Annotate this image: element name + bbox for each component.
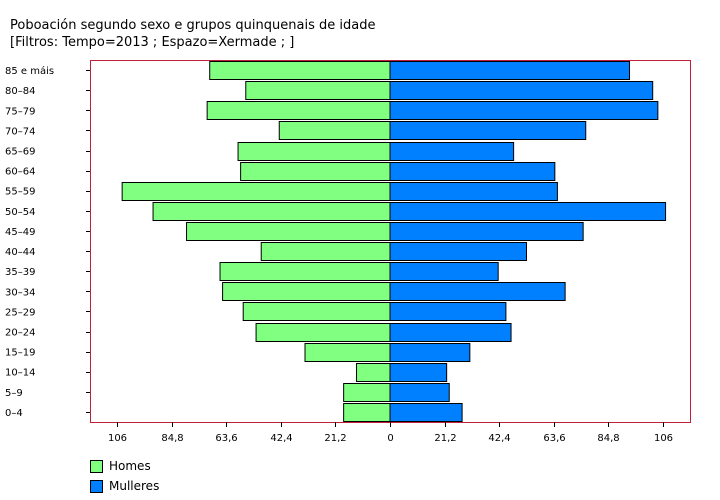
y-tick-label: 25–29 [5,307,35,318]
x-tick-label: 63,6 [543,433,565,444]
bar-homes [304,343,391,362]
bar-mulleres [389,383,450,402]
y-tick-label: 55–59 [5,187,35,198]
chart-subtitle: [Filtros: Tempo=2013 ; Espazo=Xermade ; … [10,35,295,50]
bar-homes [237,142,391,161]
legend-swatch-mulleres [90,479,103,493]
bar-mulleres [389,323,512,342]
y-tick-label: 40–44 [5,247,35,258]
x-tick-label: 106 [108,433,127,444]
bar-homes [222,282,391,301]
legend-label-mulleres: Mulleres [109,479,160,493]
y-tick-label: 60–64 [5,167,35,178]
legend-item-mulleres: Mulleres [90,478,159,494]
legend-label-homes: Homes [109,459,151,473]
bar-homes [245,81,391,100]
bar-homes [240,162,391,181]
y-tick-label: 20–24 [5,328,35,339]
legend-item-homes: Homes [90,458,159,474]
bar-homes [260,242,391,261]
bar-homes [209,61,391,80]
bar-homes [206,101,391,120]
y-tick-label: 30–34 [5,287,35,298]
bar-mulleres [389,142,515,161]
bar-homes [219,262,391,281]
bar-mulleres [389,202,667,221]
bar-homes [278,121,391,140]
x-tick-label: 42,4 [488,433,510,444]
bar-mulleres [389,81,654,100]
bar-homes [343,403,391,422]
y-tick-label: 15–19 [5,348,35,359]
bar-mulleres [389,121,587,140]
y-tick-label: 0–4 [5,408,23,419]
bar-mulleres [389,222,584,241]
y-tick-label: 10–14 [5,368,35,379]
y-tick-label: 45–49 [5,227,35,238]
x-tick-label: 42,4 [270,433,292,444]
bar-mulleres [389,363,448,382]
y-tick-label: 75–79 [5,106,35,117]
bar-homes [255,323,391,342]
bar-mulleres [389,302,507,321]
bar-mulleres [389,262,499,281]
x-tick-label: 84,8 [161,433,183,444]
y-tick-label: 85 e máis [5,65,54,77]
bar-mulleres [389,343,471,362]
chart-title: Poboación segundo sexo e grupos quinquen… [10,18,376,33]
bar-mulleres [389,403,463,422]
bar-mulleres [389,242,527,261]
y-tick-label: 35–39 [5,267,35,278]
chart-legend: Homes Mulleres [90,458,159,498]
bar-mulleres [389,101,659,120]
y-tick-label: 70–74 [5,126,35,137]
y-tick-label: 5–9 [5,388,23,399]
bar-mulleres [389,182,558,201]
x-tick-label: 106 [654,433,673,444]
legend-swatch-homes [90,459,103,473]
bar-homes [186,222,391,241]
bar-homes [242,302,391,321]
bar-mulleres [389,282,566,301]
bar-mulleres [389,162,556,181]
x-tick-label: 84,8 [597,433,619,444]
bar-homes [152,202,391,221]
bar-homes [343,383,391,402]
bar-homes [121,182,391,201]
y-tick-label: 80–84 [5,86,35,97]
x-tick-label: 0 [387,433,393,444]
y-tick-label: 50–54 [5,207,35,218]
x-tick-label: 21,2 [434,433,456,444]
bar-homes [356,363,391,382]
bar-mulleres [389,61,631,80]
x-tick-label: 21,2 [324,433,346,444]
x-tick-label: 63,6 [215,433,237,444]
y-tick-label: 65–69 [5,147,35,158]
